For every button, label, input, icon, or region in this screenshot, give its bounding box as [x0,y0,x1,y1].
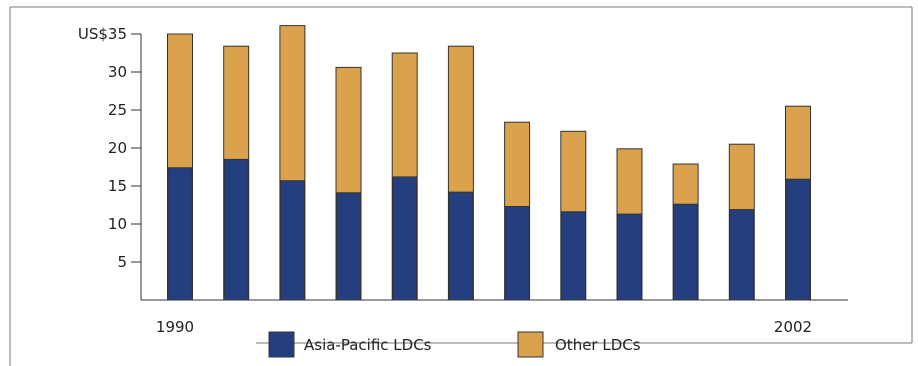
y-tick-label-20: 20 [108,139,127,157]
bar-asia-pacific-ldcs-2000 [729,209,755,301]
legend: Asia-Pacific LDCs Other LDCs [268,331,641,358]
y-tick-label-10: 10 [108,215,127,233]
bar-asia-pacific-ldcs-1996 [504,206,530,301]
legend-label-asia-pacific: Asia-Pacific LDCs [304,336,432,354]
y-axis: 5 10 15 20 25 30 US$35 [78,25,142,300]
y-tick-label-30: 30 [108,63,127,81]
bar-asia-pacific-ldcs-1999 [673,203,699,301]
bar-asia-pacific-ldcs-1993 [336,192,361,301]
y-tick-label-35: US$35 [78,25,127,43]
x-axis: 1990 2002 [141,299,848,336]
x-tick-label-last: 2002 [774,318,812,336]
bar-asia-pacific-ldcs-1998 [617,213,642,301]
y-tick-label-25: 25 [108,101,127,119]
bar-asia-pacific-ldcs-1997 [560,211,586,301]
x-tick-label-first: 1990 [156,318,194,336]
bar-asia-pacific-ldcs-1992 [279,180,305,301]
bar-asia-pacific-ldcs-1994 [392,176,418,301]
y-tick-label-5: 5 [117,253,127,271]
legend-swatch-other-ldcs [517,331,544,358]
legend-swatch-asia-pacific [268,331,295,358]
y-tick-label-15: 15 [108,177,127,195]
legend-label-other-ldcs: Other LDCs [555,336,641,354]
bar-asia-pacific-ldcs-1991 [223,158,249,301]
bar-asia-pacific-ldcs-1995 [448,191,474,301]
bar-asia-pacific-ldcs-2002 [785,178,811,301]
bar-asia-pacific-ldcs-1990 [167,167,193,301]
bars-group [167,25,811,301]
